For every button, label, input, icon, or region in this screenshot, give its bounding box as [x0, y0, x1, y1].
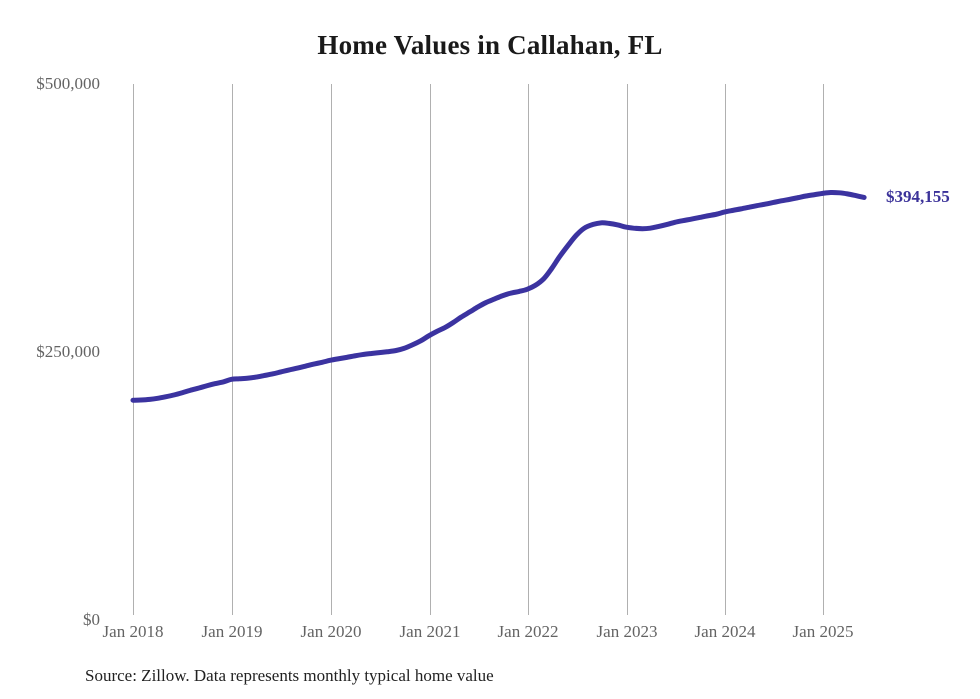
end-value-annotation: $394,155 — [886, 187, 950, 207]
home-value-line — [130, 189, 867, 403]
source-note: Source: Zillow. Data represents monthly … — [85, 666, 494, 685]
x-tick-label: Jan 2019 — [201, 622, 263, 641]
x-tick-label: Jan 2021 — [399, 622, 461, 641]
x-tick-label: Jan 2020 — [300, 622, 362, 641]
x-tick-label: Jan 2018 — [102, 622, 164, 641]
y-tick-label: $0 — [83, 610, 100, 629]
y-tick-label: $500,000 — [36, 74, 100, 93]
x-tick-label: Jan 2023 — [596, 622, 658, 641]
page-title: Home Values in Callahan, FL — [317, 30, 663, 60]
x-tick-label: Jan 2022 — [497, 622, 559, 641]
y-tick-label: $250,000 — [36, 342, 100, 361]
x-tick-label: Jan 2024 — [694, 622, 756, 641]
gridlines-group — [133, 84, 824, 615]
x-tick-label: Jan 2025 — [792, 622, 854, 641]
